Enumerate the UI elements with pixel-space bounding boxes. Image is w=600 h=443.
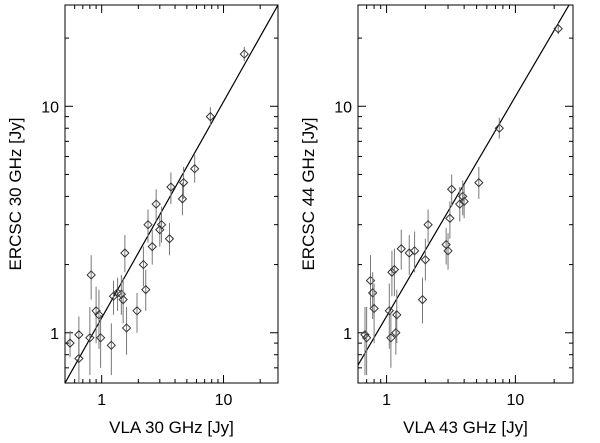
panel-left: 1 10 1 10 VLA 30 GHz [Jy] ERCSC 30 GHz [Jy]	[6, 4, 279, 437]
data-point	[361, 333, 372, 343]
data-point	[138, 259, 149, 270]
data-point	[156, 219, 167, 230]
y-tick-label: 1	[343, 326, 352, 343]
x-tick-label: 1	[97, 392, 106, 409]
data-point	[74, 330, 84, 340]
data-point	[391, 328, 401, 338]
y-tick-label: 10	[41, 99, 59, 116]
data-point	[392, 310, 402, 320]
data-point	[141, 284, 151, 295]
data-point	[120, 248, 130, 258]
data-point	[389, 264, 400, 275]
panel-right: 1 10 1 10 VLA 43 GHz [Jy] ERCSC 44 GHz [Jy]	[299, 4, 574, 437]
data-layer	[358, 5, 570, 376]
data-point	[239, 49, 249, 59]
data-point	[459, 196, 469, 207]
y-axis-label: ERCSC 30 GHz [Jy]	[6, 117, 25, 270]
data-point	[386, 333, 396, 343]
data-point	[553, 24, 563, 34]
data-point	[74, 353, 84, 364]
data-point	[178, 177, 189, 188]
fit-line	[358, 5, 570, 366]
data-point	[369, 303, 379, 314]
data-point	[205, 111, 216, 122]
x-tick-label: 1	[382, 392, 391, 409]
data-point	[384, 306, 395, 316]
data-point	[85, 333, 95, 343]
y-tick-label: 10	[334, 99, 352, 116]
x-axis-label: VLA 43 GHz [Jy]	[403, 418, 528, 437]
x-tick-label: 10	[215, 392, 233, 409]
data-point	[409, 246, 420, 256]
data-point	[396, 244, 406, 254]
data-point	[360, 330, 370, 340]
data-point	[106, 340, 117, 351]
data-point	[166, 182, 176, 192]
x-tick-label: 10	[506, 392, 524, 409]
data-point	[94, 310, 104, 320]
data-point	[445, 213, 455, 224]
y-axis-label: ERCSC 44 GHz [Jy]	[299, 117, 318, 270]
x-axis-label: VLA 30 GHz [Jy]	[109, 418, 234, 437]
data-point	[95, 333, 106, 343]
data-point	[474, 177, 484, 188]
data-point	[147, 241, 157, 252]
data-point	[189, 164, 200, 174]
plot-frame	[64, 4, 279, 384]
data-point	[417, 294, 428, 305]
plot-frame	[357, 4, 574, 384]
data-point	[423, 219, 433, 230]
data-point	[446, 184, 457, 194]
data-point	[65, 338, 75, 348]
data-point	[132, 306, 142, 316]
fit-line	[65, 5, 278, 383]
data-point	[118, 294, 128, 305]
data-point	[143, 219, 153, 230]
data-point	[177, 194, 188, 204]
data-point	[367, 288, 378, 298]
data-point	[86, 270, 96, 280]
data-point	[116, 289, 127, 299]
data-point	[458, 191, 468, 202]
data-point	[420, 255, 431, 265]
y-tick-label: 1	[50, 326, 59, 343]
data-layer	[65, 5, 278, 383]
data-point	[151, 199, 161, 209]
data-point	[121, 323, 132, 333]
data-point	[164, 234, 175, 244]
data-point	[443, 246, 453, 256]
data-point	[494, 123, 505, 133]
